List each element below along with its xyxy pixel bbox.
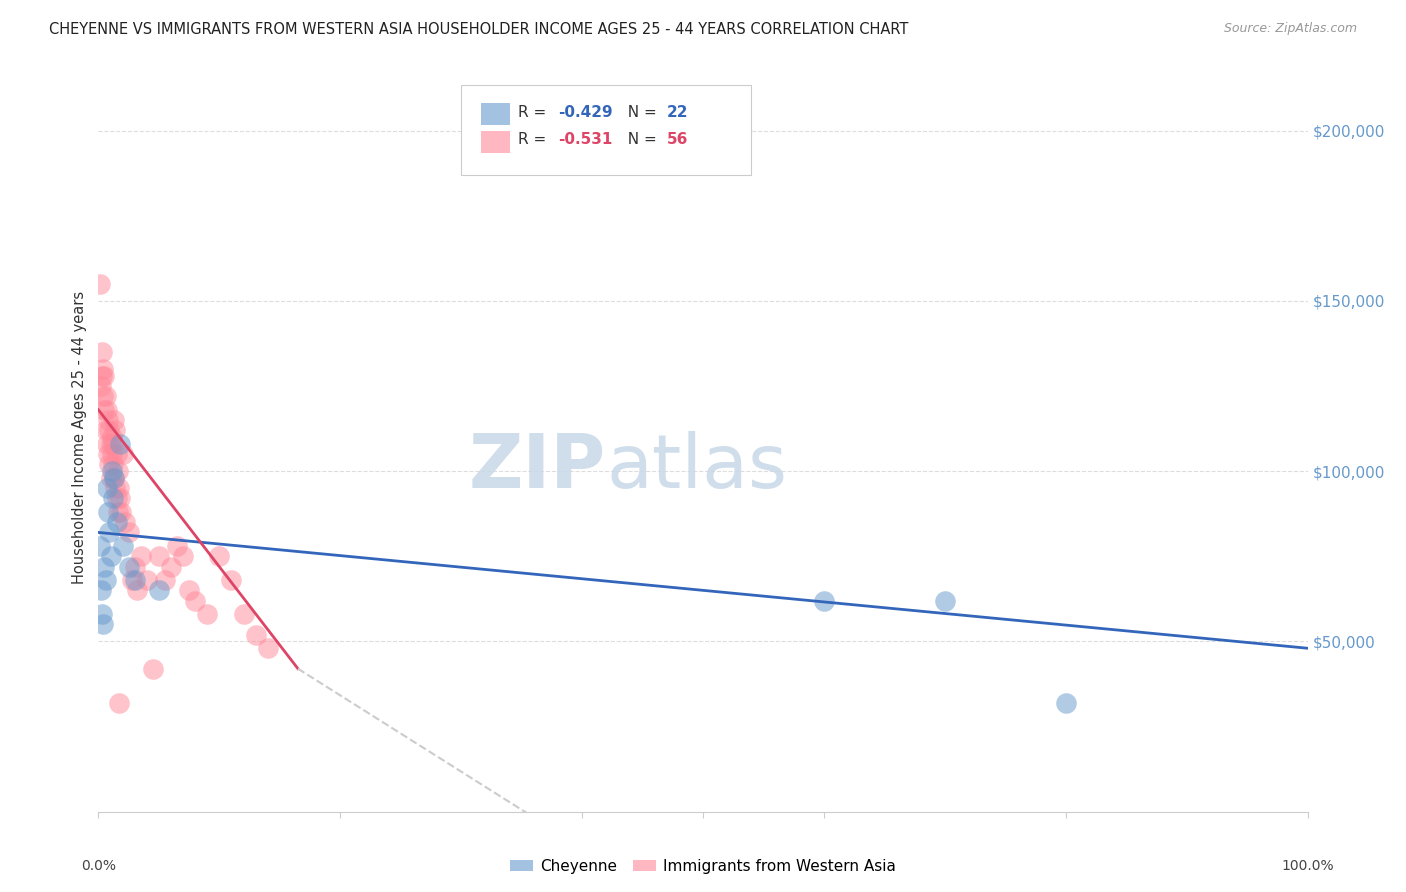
Point [118,525,141,540]
Point [98,423,121,437]
Point [107,464,129,478]
Point [101,458,124,472]
Point [105,515,128,529]
Point [101,491,124,506]
Point [107,505,129,519]
Point [96,402,118,417]
Point [94,423,117,437]
Point [184,593,207,607]
Point [934,593,956,607]
Point [91,389,114,403]
Point [96,481,118,495]
Point [121,573,143,587]
Text: ZIP: ZIP [470,431,606,504]
Point [91,607,114,622]
Point [245,627,267,641]
Point [108,481,131,495]
Point [93,368,115,383]
Point [103,471,125,485]
Text: atlas: atlas [606,431,787,504]
FancyBboxPatch shape [481,103,509,126]
Point [100,437,122,451]
Point [208,549,231,564]
Point [96,437,118,451]
Point [97,447,120,461]
Point [221,573,243,587]
Point [90,379,112,393]
Point [97,505,120,519]
Text: 56: 56 [666,132,688,147]
Point [124,559,146,574]
Point [105,447,128,461]
Point [153,573,176,587]
Text: Source: ZipAtlas.com: Source: ZipAtlas.com [1223,22,1357,36]
Point [100,471,122,485]
Point [105,491,128,506]
Text: N =: N = [619,132,662,147]
Point [108,696,131,710]
Point [98,458,121,472]
Point [127,583,149,598]
Point [256,641,278,656]
Point [172,549,194,564]
Point [177,583,201,598]
Point [91,345,114,359]
Point [108,491,131,506]
Point [111,447,134,461]
Point [118,559,141,574]
Point [148,549,170,564]
Legend: Cheyenne, Immigrants from Western Asia: Cheyenne, Immigrants from Western Asia [503,853,903,880]
Point [813,593,835,607]
Text: 0.0%: 0.0% [82,859,115,873]
Point [166,539,188,553]
Text: R =: R = [517,132,551,147]
Point [94,573,117,587]
Point [124,573,146,587]
Text: N =: N = [619,105,662,120]
Text: -0.531: -0.531 [558,132,612,147]
Point [91,368,114,383]
Point [104,423,127,437]
Point [97,413,120,427]
Point [111,539,134,553]
Point [129,549,152,564]
Text: R =: R = [517,105,551,120]
Point [98,525,121,540]
FancyBboxPatch shape [461,85,751,175]
Point [103,471,125,485]
Point [101,437,124,451]
Point [93,402,115,417]
Point [110,505,132,519]
FancyBboxPatch shape [481,130,509,153]
Point [100,430,122,444]
Point [148,583,170,598]
Point [91,617,114,632]
Point [108,437,131,451]
Point [89,277,111,291]
Point [195,607,218,622]
Point [89,539,111,553]
Point [90,583,112,598]
Point [91,362,114,376]
Text: CHEYENNE VS IMMIGRANTS FROM WESTERN ASIA HOUSEHOLDER INCOME AGES 25 - 44 YEARS C: CHEYENNE VS IMMIGRANTS FROM WESTERN ASIA… [49,22,908,37]
Point [103,413,125,427]
Text: 100.0%: 100.0% [1281,859,1334,873]
Point [160,559,183,574]
Point [93,559,115,574]
Point [100,464,122,478]
Point [114,515,136,529]
Point [100,549,122,564]
Point [142,662,165,676]
Text: -0.429: -0.429 [558,105,613,120]
Point [100,447,122,461]
Point [1054,696,1077,710]
Y-axis label: Householder Income Ages 25 - 44 years: Householder Income Ages 25 - 44 years [72,291,87,583]
Point [135,573,157,587]
Point [94,389,117,403]
Point [232,607,254,622]
Text: 22: 22 [666,105,688,120]
Point [104,481,127,495]
